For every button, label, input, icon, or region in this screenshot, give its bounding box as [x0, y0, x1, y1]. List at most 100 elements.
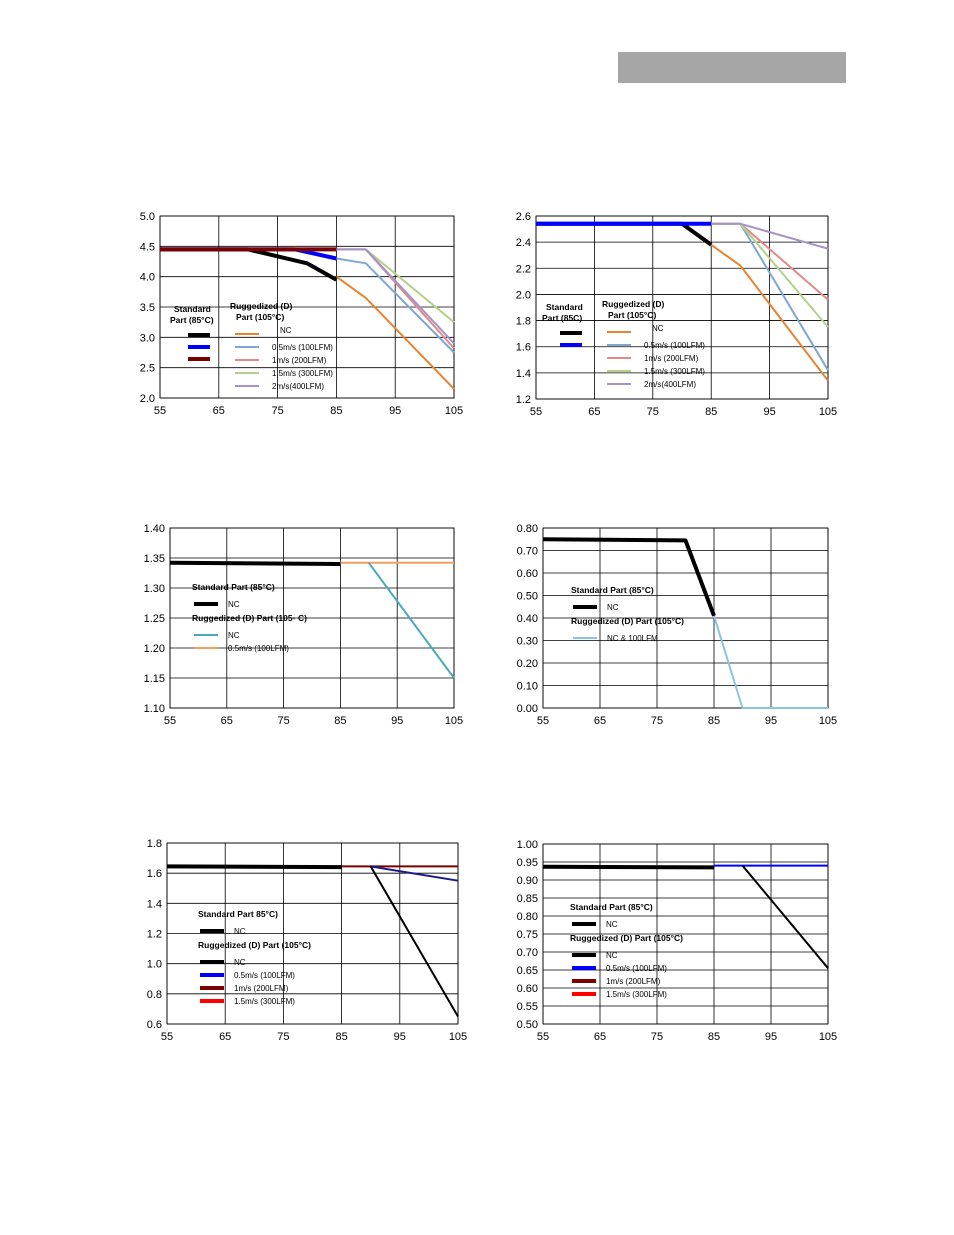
x-tick-label: 65: [588, 406, 600, 418]
y-tick-label: 2.0: [516, 289, 531, 301]
x-tick-label: 85: [708, 1031, 720, 1043]
legend-header: Ruggedized (D) Part (105◦ C): [192, 613, 307, 623]
y-tick-label: 0.65: [517, 965, 538, 977]
legend-label: 1.5m/s (300LFM): [272, 369, 333, 378]
plot-area-border: [542, 843, 829, 1025]
series-line: [542, 537, 716, 617]
x-tick-label: 95: [765, 715, 777, 727]
legend-label: 1.5m/s (300LFM): [606, 990, 667, 999]
y-tick-label: 0.60: [517, 983, 538, 995]
x-tick-label: 65: [219, 1031, 231, 1043]
y-tick-label: 1.10: [144, 703, 165, 715]
legend-label: 1m/s (200LFM): [644, 354, 699, 363]
x-tick-label: 65: [213, 405, 225, 417]
legend-label: NC: [234, 958, 246, 967]
legend-label: 0.5m/s (100LFM): [234, 971, 295, 980]
x-tick-label: 95: [763, 406, 775, 418]
y-tick-label: 2.6: [516, 211, 531, 223]
x-tick-label: 85: [708, 715, 720, 727]
y-tick-label: 1.2: [147, 929, 162, 941]
x-tick-label: 75: [271, 405, 283, 417]
x-tick-label: 95: [389, 405, 401, 417]
x-tick-label: 75: [277, 715, 289, 727]
series-line: [713, 615, 828, 709]
legend-header: Standard Part (85°C): [570, 902, 653, 912]
series-line: [336, 248, 455, 345]
x-tick-label: 65: [594, 715, 606, 727]
legend-label: NC: [234, 927, 246, 936]
y-tick-label: 0.55: [517, 1001, 538, 1013]
y-tick-label: 5.0: [140, 211, 155, 223]
legend-label: 1m/s (200LFM): [234, 984, 289, 993]
series-line: [336, 257, 455, 354]
y-tick-label: 1.4: [516, 368, 531, 380]
y-tick-label: 0.85: [517, 893, 538, 905]
legend-label: 1.5m/s (300LFM): [234, 997, 295, 1006]
series-line: [369, 865, 459, 1018]
legend-header: Part (85°C): [170, 315, 214, 325]
y-tick-label: 2.4: [516, 237, 531, 249]
legend-label: 1m/s (200LFM): [272, 356, 327, 365]
y-tick-label: 1.6: [147, 868, 162, 880]
legend-label: NC: [606, 920, 618, 929]
legend-header: Ruggedized (D): [602, 299, 664, 309]
x-tick-label: 55: [161, 1031, 173, 1043]
legend-label: 2m/s(400LFM): [644, 380, 696, 389]
x-tick-label: 105: [445, 715, 463, 727]
legend-label: 1.5m/s (300LFM): [644, 367, 705, 376]
y-tick-label: 4.0: [140, 272, 155, 284]
legend-label: NC: [652, 324, 664, 333]
x-tick-label: 105: [819, 715, 837, 727]
y-tick-label: 1.00: [517, 839, 538, 851]
legend-header: Ruggedized (D) Part (105°C): [570, 933, 683, 943]
y-tick-label: 1.4: [147, 898, 162, 910]
y-tick-label: 3.5: [140, 302, 155, 314]
plot-area-border: [159, 215, 455, 399]
x-tick-label: 75: [277, 1031, 289, 1043]
x-tick-label: 85: [330, 405, 342, 417]
y-tick-label: 2.0: [140, 393, 155, 405]
y-tick-label: 0.00: [517, 703, 538, 715]
legend-header: Part (105°C): [608, 310, 656, 320]
y-tick-label: 3.0: [140, 332, 155, 344]
series-line: [169, 560, 341, 566]
y-tick-label: 0.8: [147, 989, 162, 1001]
y-tick-label: 1.6: [516, 342, 531, 354]
y-tick-label: 2.2: [516, 263, 531, 275]
legend-header: Ruggedized (D): [230, 301, 292, 311]
series-line: [741, 864, 829, 969]
x-tick-label: 85: [705, 406, 717, 418]
x-tick-label: 85: [334, 715, 346, 727]
series-line: [370, 865, 459, 882]
x-tick-label: 55: [530, 406, 542, 418]
plot-area-border: [169, 527, 455, 709]
series-line: [335, 275, 455, 390]
x-tick-label: 75: [651, 715, 663, 727]
legend-label: NC: [228, 600, 240, 609]
x-tick-label: 95: [391, 715, 403, 727]
y-tick-label: 1.30: [144, 583, 165, 595]
x-tick-label: 75: [647, 406, 659, 418]
legend-label: 0.5m/s (100LFM): [272, 343, 333, 352]
plot-area-border: [542, 527, 829, 709]
legend-label: 1m/s (200LFM): [606, 977, 661, 986]
series-line: [710, 243, 829, 382]
y-tick-label: 1.40: [144, 523, 165, 535]
legend-label: 0.5m/s (100LFM): [228, 644, 289, 653]
legend-header: Part (105°C): [236, 312, 284, 322]
y-tick-label: 1.20: [144, 643, 165, 655]
legend-header: Ruggedized (D) Part (105°C): [198, 940, 311, 950]
legend-header: Standard Part (85°C): [571, 585, 654, 595]
y-tick-label: 0.95: [517, 857, 538, 869]
legend-header: Standard Part 85°C): [198, 909, 278, 919]
plot-area-border: [166, 842, 459, 1025]
legend-header: Ruggedized (D) Part (105°C): [571, 616, 684, 626]
header-bar: [618, 52, 846, 83]
y-tick-label: 1.0: [147, 959, 162, 971]
x-tick-label: 105: [449, 1031, 467, 1043]
legend-header: Standard: [174, 304, 211, 314]
